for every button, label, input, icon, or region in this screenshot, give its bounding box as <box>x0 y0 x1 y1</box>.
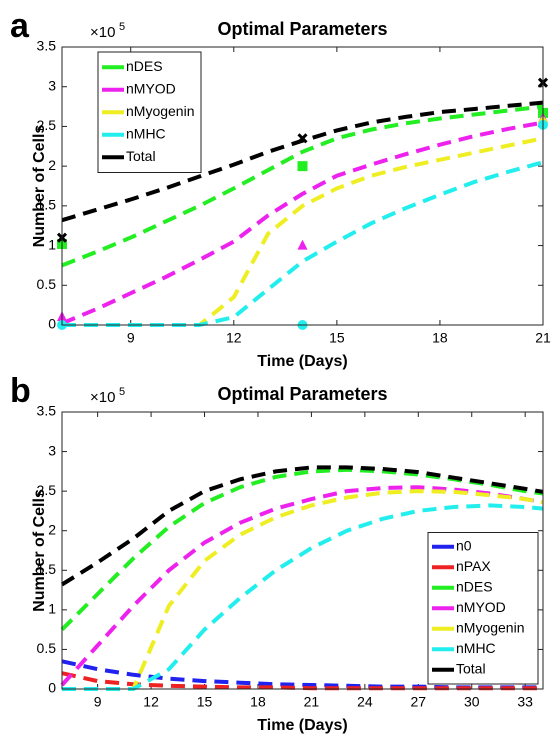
series-line <box>61 104 544 268</box>
series-line <box>61 120 544 326</box>
series-line <box>60 465 544 587</box>
x-axis-label: Time (Days) <box>257 353 347 370</box>
x-tick-label: 18 <box>250 694 266 710</box>
series-line <box>62 136 544 327</box>
x-tick-label: 21 <box>535 330 551 346</box>
marker <box>297 161 308 172</box>
legend-label: nMHC <box>126 125 166 141</box>
panel: b Optimal Parameters Time (Days) Number of … <box>10 372 544 734</box>
x-tick-label: 12 <box>226 330 242 346</box>
y-tick-label: 1.5 <box>37 197 57 213</box>
y-scale-exponent: 5 <box>119 386 125 398</box>
y-scale-base: ×10 <box>90 24 115 41</box>
x-tick-label: 21 <box>304 694 320 710</box>
y-tick-label: 1.5 <box>37 561 57 577</box>
panel-label: b <box>10 372 31 410</box>
x-tick-label: 12 <box>143 694 159 710</box>
chart-title: Optimal Parameters <box>217 19 387 39</box>
y-tick-label: 0 <box>48 680 56 696</box>
legend-label: nMyogenin <box>126 103 195 119</box>
x-tick-label: 9 <box>94 694 102 710</box>
y-tick-label: 2.5 <box>37 482 57 498</box>
panel: a Optimal Parameters Time (Days) Number of … <box>10 7 551 370</box>
y-tick-label: 2 <box>48 521 56 537</box>
legend-label: Total <box>126 148 156 164</box>
series-line <box>62 489 544 691</box>
x-tick-label: 27 <box>411 694 427 710</box>
y-axis-label: Number of Cells <box>31 125 48 248</box>
x-tick-label: 9 <box>127 330 135 346</box>
y-scale-base: ×10 <box>90 389 115 406</box>
legend-label: nPAX <box>456 558 491 574</box>
x-tick-label: 18 <box>432 330 448 346</box>
x-tick-label: 15 <box>329 330 345 346</box>
y-tick-label: 0.5 <box>37 276 57 292</box>
legend-label: nMHC <box>456 640 496 656</box>
y-tick-label: 2 <box>48 157 56 173</box>
series-line <box>61 659 543 690</box>
chart-title: Optimal Parameters <box>217 384 387 404</box>
y-scale-exponent: 5 <box>119 21 125 33</box>
y-tick-label: 3.5 <box>37 403 57 419</box>
plot-frame <box>61 411 544 690</box>
x-axis-label: Time (Days) <box>257 717 347 734</box>
y-tick-label: 0.5 <box>37 640 57 656</box>
legend-label: nDES <box>456 578 493 594</box>
y-tick-label: 1 <box>48 236 56 252</box>
legend-label: Total <box>456 660 486 676</box>
x-tick-label: 30 <box>464 694 480 710</box>
legend-label: nMYOD <box>456 599 506 615</box>
series-line <box>61 100 544 223</box>
y-tick-label: 3 <box>48 77 56 93</box>
y-tick-label: 3.5 <box>37 38 57 54</box>
legend-label: nDES <box>126 58 163 74</box>
y-tick-label: 2.5 <box>37 117 57 133</box>
plot-frame <box>61 46 544 326</box>
x-tick-label: 15 <box>197 694 213 710</box>
x-tick-label: 33 <box>517 694 533 710</box>
y-tick-label: 3 <box>48 442 56 458</box>
series-line <box>61 671 543 691</box>
y-axis-label: Number of Cells <box>31 489 48 612</box>
legend-label: n0 <box>456 537 472 553</box>
y-tick-label: 0 <box>48 316 56 332</box>
y-tick-label: 1 <box>48 601 56 617</box>
legend-label: nMYOD <box>126 80 176 96</box>
series-line <box>62 503 544 691</box>
marker <box>297 133 308 144</box>
legend-label: nMyogenin <box>456 619 525 635</box>
marker <box>297 239 308 250</box>
x-tick-label: 24 <box>357 694 373 710</box>
panel-label: a <box>10 7 30 45</box>
